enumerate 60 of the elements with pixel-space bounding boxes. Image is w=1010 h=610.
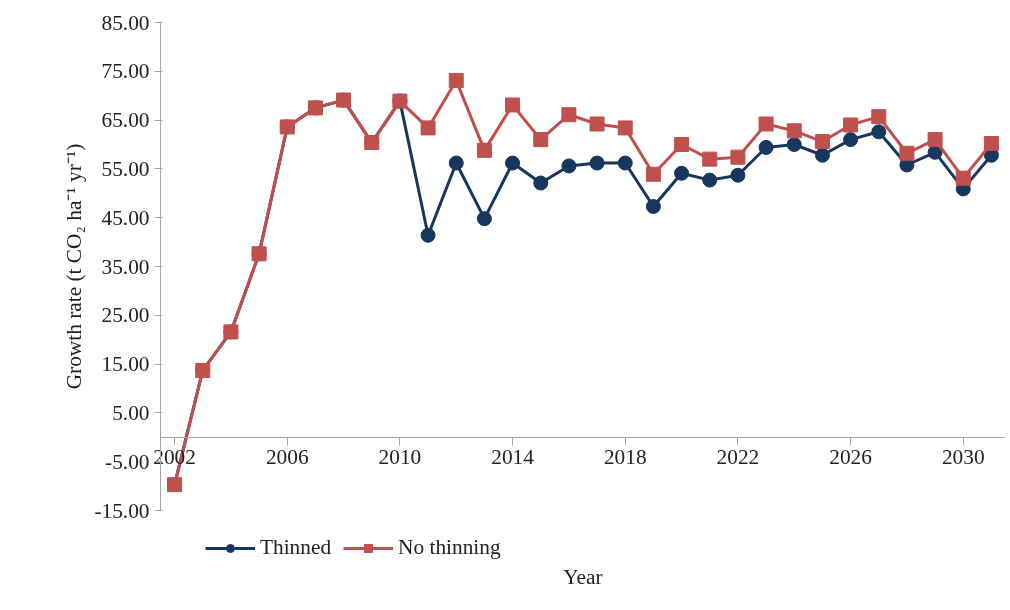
- point: [758, 139, 774, 155]
- point: [448, 155, 464, 171]
- point: [786, 123, 802, 139]
- point: [702, 172, 718, 188]
- point: [730, 167, 746, 183]
- point: [899, 145, 915, 161]
- y-tick-label: 75.00: [101, 59, 150, 84]
- y-tick-label: 85.00: [101, 10, 150, 35]
- point: [589, 116, 605, 132]
- point: [702, 151, 718, 167]
- point: [420, 227, 436, 243]
- point: [448, 73, 464, 89]
- x-axis-title: Year: [563, 564, 603, 589]
- point: [645, 166, 661, 182]
- y-tick-label: -5.00: [105, 449, 150, 474]
- legend-label: No thinning: [398, 535, 501, 560]
- legend-label: Thinned: [260, 535, 332, 560]
- point: [589, 155, 605, 171]
- y-tick-label: 35.00: [101, 254, 150, 279]
- point: [420, 120, 436, 136]
- point: [645, 198, 661, 214]
- x-tick-label: 2014: [491, 445, 535, 470]
- point: [617, 155, 633, 171]
- point: [533, 175, 549, 191]
- point: [505, 97, 521, 113]
- y-tick-label: 55.00: [101, 156, 150, 181]
- point: [927, 132, 943, 148]
- point: [955, 170, 971, 186]
- point: [814, 134, 830, 150]
- x-tick-label: 2006: [265, 445, 309, 470]
- x-tick-label: 2010: [378, 445, 422, 470]
- point: [871, 124, 887, 140]
- y-tick-label: 25.00: [101, 303, 150, 328]
- point: [674, 165, 690, 181]
- point: [758, 116, 774, 132]
- point: [617, 120, 633, 136]
- y-tick-label: 15.00: [101, 352, 150, 377]
- x-tick-label: 2030: [941, 445, 985, 470]
- point: [983, 136, 999, 152]
- point: [476, 142, 492, 158]
- point: [730, 149, 746, 165]
- y-tick-label: 65.00: [101, 108, 150, 133]
- point: [505, 155, 521, 171]
- point: [843, 132, 859, 148]
- y-tick-label: 45.00: [101, 205, 150, 230]
- point: [561, 107, 577, 123]
- point: [561, 158, 577, 174]
- point: [786, 137, 802, 152]
- point: [843, 117, 859, 133]
- y-axis-title: Growth rate (t CO₂ ha⁻¹ yr⁻¹): [62, 143, 87, 390]
- point: [674, 137, 690, 152]
- y-tick-label: 5.00: [112, 400, 150, 425]
- x-tick-label: 2022: [716, 445, 760, 470]
- point: [476, 211, 492, 227]
- point: [533, 132, 549, 148]
- point: [871, 109, 887, 125]
- x-tick-label: 2018: [603, 445, 647, 470]
- y-tick-label: -15.00: [94, 498, 150, 523]
- x-tick-label: 2026: [829, 445, 873, 470]
- point: [814, 147, 830, 163]
